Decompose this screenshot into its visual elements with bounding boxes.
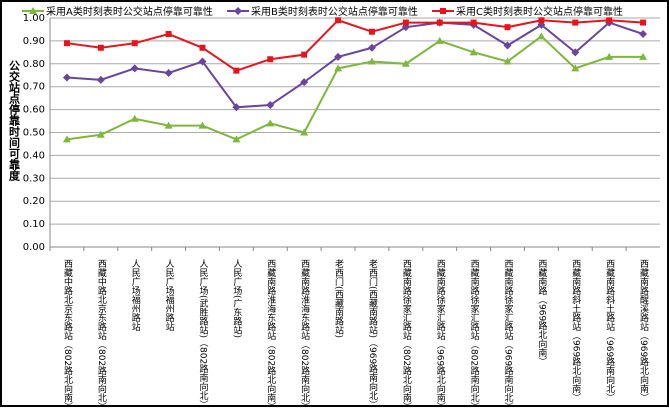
y-tick-label: 0.40 <box>23 150 45 161</box>
y-tick-label: 0.60 <box>23 105 45 116</box>
marker <box>267 56 274 63</box>
x-tick-label: 西藏中路北京东路站（802路南向北） <box>96 259 107 407</box>
y-tick-label: 0.00 <box>23 242 45 253</box>
marker <box>504 24 511 31</box>
y-tick-label: 0.20 <box>23 196 45 207</box>
legend-label: 采用A类时刻表时公交站点停靠可靠性 <box>46 5 213 18</box>
x-tick-label: 老西门(西藏南路站) <box>333 258 344 338</box>
y-tick-label: 0.30 <box>23 173 45 184</box>
marker <box>198 57 207 66</box>
marker <box>130 114 139 122</box>
marker <box>538 17 545 24</box>
x-tick-label: 人民广场(武胜路站)（802路南向北） <box>198 259 209 407</box>
series-line <box>66 19 644 72</box>
marker <box>62 135 71 143</box>
marker <box>96 130 105 138</box>
marker <box>503 57 512 65</box>
x-tick-label: 人民广场(广东路站) <box>231 259 242 338</box>
marker <box>571 48 580 57</box>
marker <box>401 59 410 67</box>
marker <box>266 101 275 110</box>
marker <box>96 75 105 84</box>
marker <box>198 121 207 129</box>
marker <box>266 119 275 127</box>
marker <box>334 64 343 72</box>
marker <box>639 30 648 39</box>
marker <box>367 43 376 52</box>
marker <box>436 19 443 26</box>
marker <box>469 48 478 56</box>
legend-label: 采用B类时刻表时公交站点停靠可靠性 <box>251 5 418 18</box>
x-tick-label: 西藏南路徐家汇路站（969路南向北） <box>503 259 514 407</box>
marker <box>29 7 37 14</box>
marker <box>335 17 342 24</box>
legend-label: 采用C类时刻表时公交站点停靠可靠性 <box>456 5 623 18</box>
y-tick-label: 1.00 <box>23 13 45 24</box>
marker <box>97 44 104 51</box>
marker <box>232 103 241 112</box>
marker <box>571 64 580 72</box>
marker <box>606 17 613 24</box>
y-tick-label: 0.70 <box>23 82 45 93</box>
y-tick-label: 0.50 <box>23 128 45 139</box>
marker <box>301 51 308 58</box>
marker <box>234 7 242 15</box>
marker <box>440 8 446 14</box>
series-line <box>66 21 644 109</box>
marker <box>402 19 409 26</box>
marker <box>368 28 375 35</box>
y-tick-label: 0.10 <box>23 219 45 230</box>
marker <box>334 52 343 61</box>
marker <box>164 68 173 77</box>
marker <box>503 41 512 50</box>
x-tick-label: 西藏南路徐家汇路站（802路南向北） <box>469 259 480 407</box>
y-axis-label: 公交站点停靠时间可靠度 <box>8 60 21 182</box>
marker <box>605 52 614 60</box>
x-tick-label: 西藏南路醒溪路站（969路北向南） <box>638 259 649 402</box>
x-tick-label: 老西门(西藏南路站)（969路南向北） <box>367 258 378 407</box>
y-tick-label: 0.90 <box>23 36 45 47</box>
marker <box>233 67 240 74</box>
marker <box>300 128 309 136</box>
marker <box>537 32 546 40</box>
marker <box>165 31 172 38</box>
x-tick-label: 西藏南路淮海东路站（802路北向南） <box>265 259 276 407</box>
x-tick-label: 西藏南路淮海东路站（802路南向北） <box>299 259 310 407</box>
marker <box>640 19 647 26</box>
x-tick-label: 西藏南路徐家汇路站（969路北向南） <box>435 259 446 407</box>
x-tick-label: 人民广场福州路站 <box>164 259 175 332</box>
marker <box>130 64 139 73</box>
marker <box>199 44 206 51</box>
marker <box>639 52 648 60</box>
marker <box>572 19 579 26</box>
x-tick-label: 西藏南路（969路北向南） <box>536 259 547 366</box>
x-tick-label: 西藏南路斜土路站（969路北向南） <box>570 259 581 402</box>
marker <box>435 36 444 44</box>
series-line <box>66 35 644 141</box>
x-tick-label: 西藏中路北京东路站（802路北向南） <box>62 259 73 407</box>
marker <box>164 121 173 129</box>
marker <box>367 57 376 65</box>
marker <box>300 78 309 87</box>
x-tick-label: 西藏南路斜土路站（969路南向北） <box>604 259 615 402</box>
marker <box>131 40 138 47</box>
x-tick-label: 人民广场福州路站 <box>130 259 141 332</box>
y-tick-label: 0.80 <box>23 59 45 70</box>
marker <box>63 40 70 47</box>
marker <box>62 73 71 82</box>
marker <box>470 19 477 26</box>
x-tick-label: 西藏南路徐家汇路站（802路北向南） <box>401 259 412 407</box>
marker <box>232 135 241 143</box>
